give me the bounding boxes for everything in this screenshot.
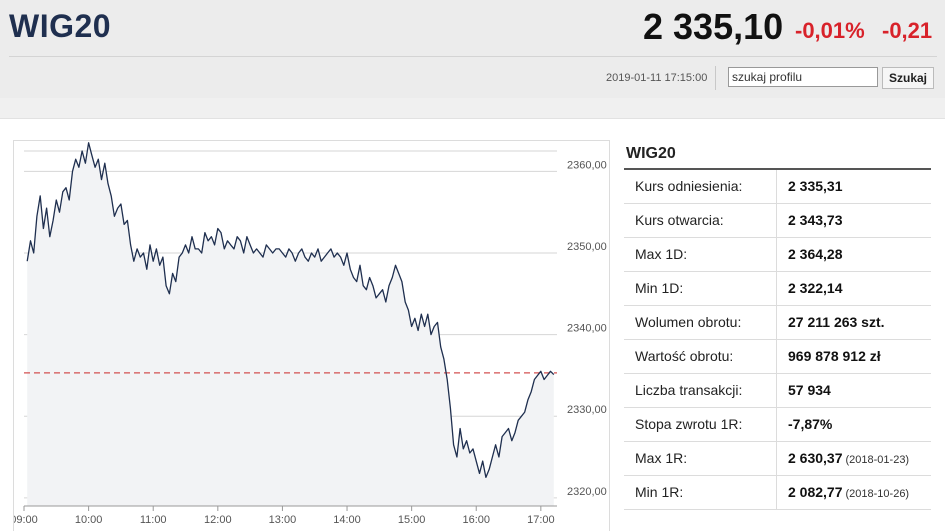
info-row-value-text: 2 630,37	[788, 450, 843, 466]
change-percent: -0,01%	[795, 18, 865, 43]
y-tick-label: 2330,00	[567, 404, 607, 416]
info-row-value-text: 2 364,28	[788, 246, 843, 262]
info-row-value-text: 27 211 263 szt.	[788, 314, 885, 330]
info-row-note: (2018-01-23)	[845, 454, 910, 466]
info-row-label: Min 1R:	[624, 476, 777, 509]
quote-timestamp: 2019-01-11 17:15:00	[606, 72, 708, 84]
info-row-label: Wartość obrotu:	[624, 340, 777, 373]
info-row-label: Min 1D:	[624, 272, 777, 305]
y-tick-label: 2320,00	[567, 486, 607, 498]
y-tick-label: 2360,00	[567, 159, 607, 171]
info-row-label: Liczba transakcji:	[624, 374, 777, 407]
info-row: Min 1D: 2 322,14	[624, 272, 931, 306]
info-row: Stopa zwrotu 1R: -7,87%	[624, 408, 931, 442]
change-absolute: -0,21	[882, 18, 933, 43]
info-row-value-text: 2 322,14	[788, 280, 843, 296]
index-name: WIG20	[9, 8, 112, 44]
y-tick-label: 2350,00	[567, 241, 607, 253]
info-row: Max 1D: 2 364,28	[624, 238, 931, 272]
info-row: Liczba transakcji: 57 934	[624, 374, 931, 408]
info-row-value: 2 322,14	[788, 272, 843, 305]
x-tick-label: 16:00	[462, 514, 490, 526]
header-divider	[9, 56, 937, 57]
info-row-value: 2 335,31	[788, 170, 843, 203]
x-tick-label: 12:00	[204, 514, 232, 526]
search-button[interactable]: Szukaj	[882, 67, 934, 89]
x-tick-label: 14:00	[333, 514, 361, 526]
info-row-value-text: 2 343,73	[788, 212, 843, 228]
info-row-label: Wolumen obrotu:	[624, 306, 777, 339]
search-input[interactable]	[728, 67, 878, 87]
info-row: Wartość obrotu: 969 878 912 zł	[624, 340, 931, 374]
price-chart: 2320,00 2330,00 2340,00 2350,00 2360,00 09:00…	[14, 142, 607, 526]
info-row-value: 57 934	[788, 374, 831, 407]
info-row-note: (2018-10-26)	[845, 488, 910, 500]
x-tick-label: 15:00	[398, 514, 426, 526]
info-row-label: Kurs otwarcia:	[624, 204, 777, 237]
price-line	[26, 142, 555, 479]
info-row: Min 1R: 2 082,77 (2018-10-26)	[624, 476, 931, 510]
info-row-value-text: 2 335,31	[788, 178, 843, 194]
info-row-value-text: 969 878 912 zł	[788, 348, 881, 364]
info-row-value: 2 630,37 (2018-01-23)	[788, 442, 909, 475]
info-row-value-text: 2 082,77	[788, 484, 843, 500]
info-row-label: Stopa zwrotu 1R:	[624, 408, 777, 441]
info-row-value: 27 211 263 szt.	[788, 306, 885, 339]
chart-container: 2320,00 2330,00 2340,00 2350,00 2360,00 09:00…	[13, 140, 610, 531]
info-row-label: Max 1D:	[624, 238, 777, 271]
info-row: Kurs odniesienia: 2 335,31	[624, 170, 931, 204]
vertical-divider	[715, 66, 716, 90]
x-tick-label: 17:00	[527, 514, 555, 526]
y-tick-label: 2340,00	[567, 323, 607, 335]
info-row-label: Max 1R:	[624, 442, 777, 475]
info-title: WIG20	[626, 145, 676, 162]
x-tick-label: 10:00	[75, 514, 103, 526]
info-row-value: 2 364,28	[788, 238, 843, 271]
x-tick-label: 11:00	[140, 514, 167, 526]
info-row-value: 969 878 912 zł	[788, 340, 881, 373]
info-title-rule	[624, 168, 931, 170]
x-tick-label: 13:00	[269, 514, 297, 526]
index-price: 2 335,10	[643, 6, 784, 47]
info-row-value-text: -7,87%	[788, 416, 833, 432]
info-row-value-text: 57 934	[788, 382, 831, 398]
info-row-value: -7,87%	[788, 408, 832, 441]
chart-area-fill	[27, 142, 554, 507]
info-row-value: 2 343,73	[788, 204, 843, 237]
header-bar: WIG20 2 335,10 -0,01% -0,21 2019-01-11 1…	[0, 0, 945, 98]
info-row: Wolumen obrotu: 27 211 263 szt.	[624, 306, 931, 340]
info-row-value: 2 082,77 (2018-10-26)	[788, 476, 909, 509]
info-row-label: Kurs odniesienia:	[624, 170, 777, 203]
x-tick-label: 09:00	[14, 514, 38, 526]
info-row: Kurs otwarcia: 2 343,73	[624, 204, 931, 238]
info-row: Max 1R: 2 630,37 (2018-01-23)	[624, 442, 931, 476]
